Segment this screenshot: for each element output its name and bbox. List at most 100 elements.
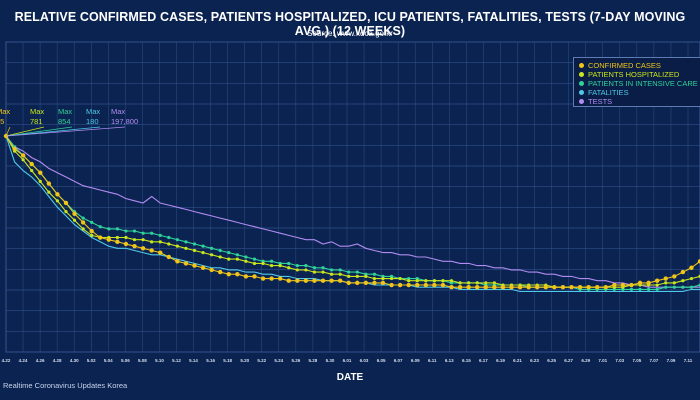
data-point: [252, 257, 257, 261]
data-point: [552, 285, 557, 290]
data-point: [312, 278, 317, 283]
data-point: [389, 276, 394, 281]
data-point: [124, 235, 128, 240]
data-point: [629, 287, 634, 291]
x-tick-label: 5.04: [104, 358, 113, 363]
max-annotation-pointer: [5, 126, 45, 137]
data-point: [364, 274, 368, 278]
max-annotation-value: 197,800: [111, 117, 138, 126]
data-point: [55, 199, 60, 203]
max-annotation-label: Max: [30, 107, 44, 116]
data-point: [184, 240, 188, 244]
data-point: [372, 276, 377, 281]
data-point: [347, 274, 351, 278]
x-tick-label: 4.28: [53, 358, 62, 363]
data-point: [483, 285, 489, 290]
data-point: [424, 279, 428, 283]
data-point: [347, 270, 351, 274]
data-point: [304, 264, 308, 268]
data-point: [235, 257, 239, 261]
data-point: [672, 281, 676, 285]
data-point: [337, 278, 343, 283]
data-point: [201, 251, 205, 255]
data-point: [89, 228, 94, 234]
data-point: [689, 265, 694, 270]
data-point: [509, 285, 514, 290]
data-point: [475, 281, 479, 285]
data-point: [175, 259, 180, 264]
x-tick-label: 6.21: [513, 358, 522, 363]
data-point: [286, 278, 291, 283]
data-point: [166, 254, 171, 260]
data-point: [664, 281, 668, 285]
x-tick-label: 5.12: [172, 358, 181, 363]
x-tick-label: 5.20: [240, 358, 249, 363]
data-point: [457, 285, 463, 290]
data-point: [303, 278, 309, 283]
x-tick-label: 5.24: [274, 358, 283, 363]
x-tick-label: 6.25: [547, 358, 556, 363]
data-point: [192, 263, 197, 268]
x-tick-label: 5.28: [309, 358, 318, 363]
legend-marker-icon: [579, 80, 584, 86]
x-tick-label: 5.16: [206, 358, 215, 363]
data-point: [55, 192, 60, 197]
data-point: [432, 279, 436, 283]
data-point: [235, 272, 240, 277]
data-point: [150, 231, 154, 235]
data-point: [655, 287, 659, 291]
data-point: [167, 242, 171, 246]
max-annotation-label: Max: [86, 107, 100, 116]
x-tick-label: 5.14: [189, 358, 198, 363]
data-point: [441, 279, 445, 283]
max-annotation-label: Max: [0, 107, 10, 116]
max-annotation-value: 15: [0, 117, 4, 126]
data-point: [603, 285, 608, 290]
series-line-patients-hospitalized: [5, 135, 700, 288]
data-point: [500, 285, 506, 290]
legend-marker-icon: [579, 71, 584, 77]
data-point: [150, 240, 154, 244]
data-point: [287, 266, 291, 270]
data-point: [492, 281, 496, 285]
data-point: [124, 229, 128, 233]
max-annotation-pointer: [5, 126, 11, 137]
data-point: [141, 231, 145, 235]
legend-entry: FATALITIES: [579, 88, 629, 97]
data-point: [80, 220, 86, 225]
data-point: [210, 253, 214, 257]
data-point: [244, 259, 248, 263]
data-point: [192, 242, 197, 246]
data-point: [569, 285, 574, 290]
max-annotation-pointer: [5, 126, 73, 137]
data-point: [106, 237, 112, 242]
data-point: [72, 218, 77, 222]
x-tick-label: 6.27: [564, 358, 573, 363]
legend-entry: PATIENTS IN INTENSIVE CARE: [579, 79, 698, 88]
data-point: [269, 276, 274, 281]
data-point: [663, 276, 668, 281]
data-point: [132, 229, 137, 233]
max-annotation-label: Max: [58, 107, 72, 116]
data-point: [20, 153, 26, 158]
data-point: [47, 190, 51, 194]
data-point: [270, 259, 274, 263]
data-point: [475, 285, 480, 290]
x-tick-label: 6.01: [343, 358, 352, 363]
data-point: [304, 268, 308, 272]
x-tick-label: 6.03: [360, 358, 369, 363]
max-annotation-value: 180: [86, 117, 99, 126]
data-point: [321, 270, 325, 274]
legend-entry: CONFIRMED CASES: [579, 61, 661, 70]
x-tick-label: 6.09: [411, 358, 420, 363]
data-point: [629, 282, 634, 288]
data-point: [277, 276, 283, 281]
data-point: [149, 248, 154, 253]
data-point: [338, 268, 342, 272]
data-point: [218, 255, 222, 259]
data-point: [449, 279, 454, 283]
data-point: [184, 246, 188, 250]
data-point: [90, 220, 94, 224]
data-point: [363, 280, 369, 286]
